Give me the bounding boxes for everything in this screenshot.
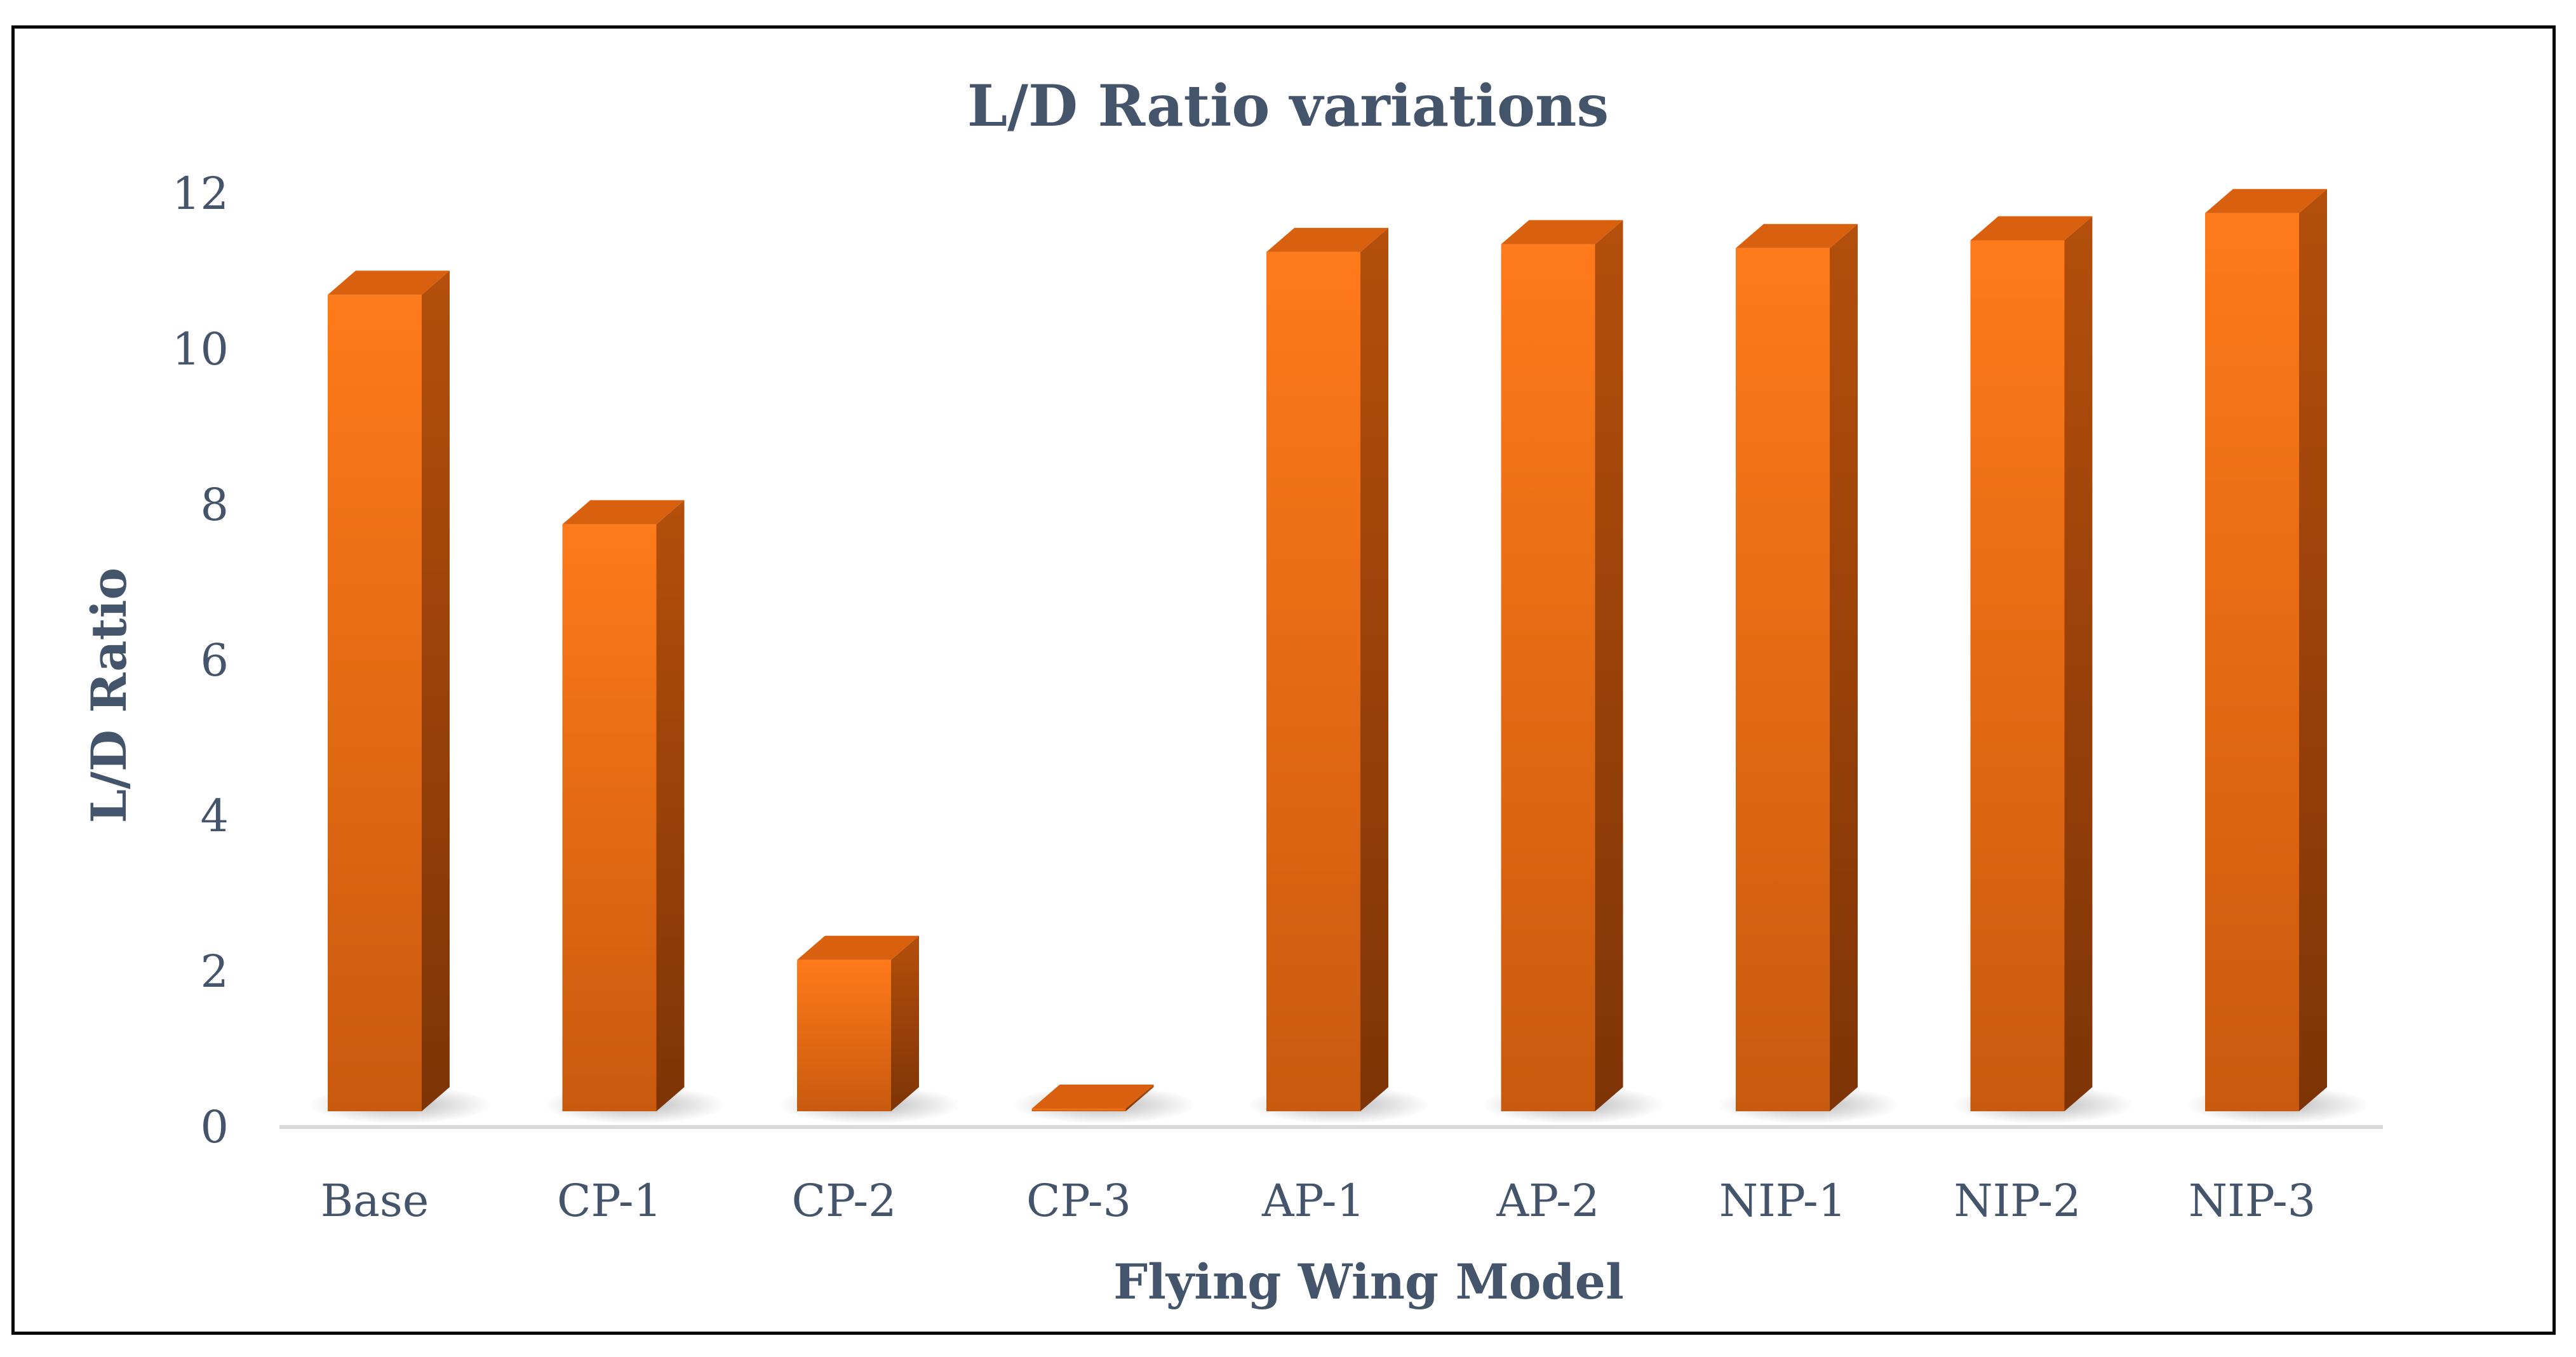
y-tick-label: 12 xyxy=(172,168,229,220)
bar-ap-2 xyxy=(1501,220,1623,1111)
bar-base xyxy=(328,271,450,1111)
bar-cp-2 xyxy=(797,935,919,1111)
bar-side xyxy=(422,271,450,1111)
bar-side xyxy=(891,935,919,1111)
bars xyxy=(328,189,2327,1111)
bar-top xyxy=(1970,216,2093,241)
bar-cp-3 xyxy=(1031,1085,1154,1111)
x-tick-label: AP-2 xyxy=(1496,1175,1599,1227)
y-axis-ticks: 0 2 4 6 8 10 12 xyxy=(172,168,229,1153)
bar-side xyxy=(656,500,685,1111)
bar-top xyxy=(1501,220,1623,244)
bar-top xyxy=(797,935,919,960)
bar-nip-1 xyxy=(1736,224,1858,1111)
y-tick-label: 2 xyxy=(200,946,229,998)
bar-top xyxy=(1266,227,1388,252)
x-axis-ticks: Base CP-1 CP-2 CP-3 AP-1 AP-2 NIP-1 NIP-2 NIP-3 xyxy=(321,1175,2316,1227)
x-axis-label: Flying Wing Model xyxy=(1113,1253,1624,1310)
x-tick-label: NIP-2 xyxy=(1954,1175,2081,1227)
bar-nip-2 xyxy=(1970,216,2093,1111)
bar-front xyxy=(1031,1109,1126,1111)
y-tick-label: 6 xyxy=(200,634,229,686)
x-tick-label: CP-3 xyxy=(1026,1175,1131,1227)
x-tick-label: NIP-3 xyxy=(2189,1175,2316,1227)
bar-top xyxy=(562,500,685,525)
bar-front xyxy=(1970,240,2065,1111)
y-tick-label: 0 xyxy=(200,1101,229,1153)
bar-front xyxy=(1736,248,1830,1111)
x-tick-label: NIP-1 xyxy=(1719,1175,1846,1227)
bar-top xyxy=(328,271,450,295)
bar-front xyxy=(1501,244,1595,1111)
y-tick-label: 10 xyxy=(172,323,229,375)
bar-side xyxy=(2299,189,2327,1111)
bar-front xyxy=(1266,251,1360,1111)
bar-front xyxy=(797,959,891,1111)
y-axis-label: L/D Ratio xyxy=(81,568,137,823)
bar-front xyxy=(562,524,657,1111)
x-tick-label: CP-2 xyxy=(791,1175,896,1227)
bar-top xyxy=(1031,1085,1154,1109)
y-tick-label: 8 xyxy=(200,479,229,531)
bar-top xyxy=(1736,224,1858,248)
bar-front xyxy=(2205,213,2299,1111)
bar-side xyxy=(1360,227,1388,1111)
bar-front xyxy=(328,295,422,1111)
x-tick-label: CP-1 xyxy=(557,1175,662,1227)
bar-top xyxy=(2205,189,2327,213)
bar-nip-3 xyxy=(2205,189,2327,1111)
bar-ap-1 xyxy=(1266,227,1388,1111)
bar-side xyxy=(1125,1085,1154,1111)
chart-title: L/D Ratio variations xyxy=(967,72,1609,140)
bar-cp-1 xyxy=(562,500,685,1111)
x-tick-label: Base xyxy=(321,1175,429,1227)
bar-side xyxy=(1830,224,1858,1111)
bar-side xyxy=(2064,216,2093,1111)
x-tick-label: AP-1 xyxy=(1261,1175,1365,1227)
bar-side xyxy=(1595,220,1623,1111)
y-tick-label: 4 xyxy=(200,790,229,842)
